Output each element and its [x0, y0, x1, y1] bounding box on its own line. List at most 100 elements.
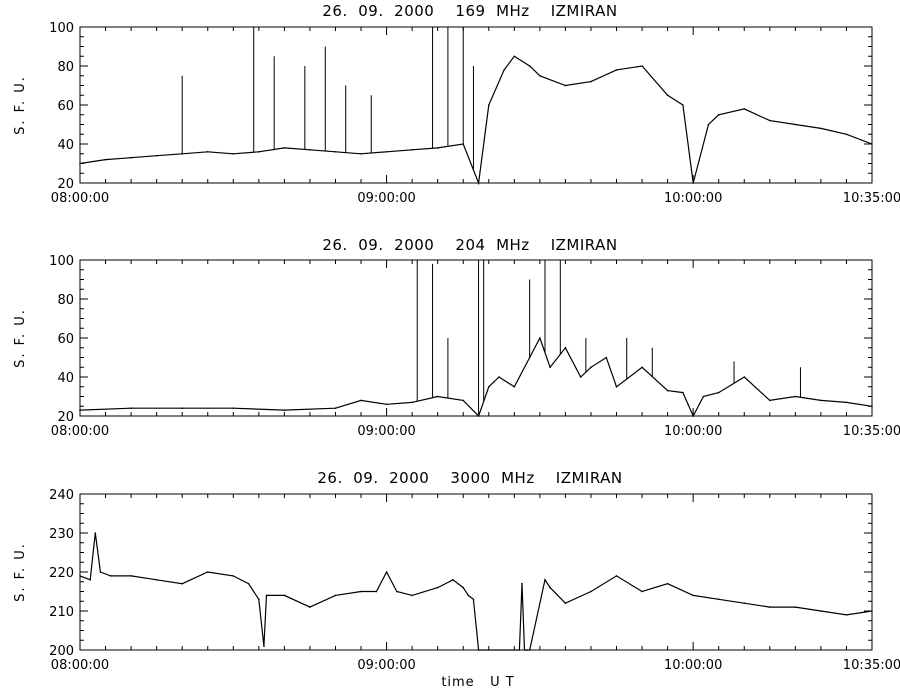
data-point: [641, 366, 643, 369]
data-point: [309, 606, 311, 608]
data-point: [265, 594, 268, 597]
data-point: [436, 147, 439, 149]
data-point: [845, 614, 848, 616]
data-point: [385, 151, 388, 153]
y-tick-label: 20: [57, 410, 74, 425]
x-tick-label: 10:00:00: [664, 191, 722, 206]
series-group: [79, 532, 873, 651]
data-point: [258, 598, 260, 601]
x-tick-label: 10:35:00: [843, 658, 900, 673]
data-point: [528, 65, 531, 67]
data-point: [615, 69, 618, 71]
y-tick-label: 80: [57, 293, 74, 308]
plot-frame: [79, 26, 873, 184]
y-tick-label: 210: [49, 605, 74, 620]
data-point: [615, 385, 618, 388]
data-point: [206, 151, 209, 153]
data-point: [109, 575, 112, 577]
data-point: [518, 649, 521, 651]
data-point: [769, 399, 771, 402]
data-point: [263, 645, 265, 647]
data-point: [360, 152, 362, 155]
x-tick-label: 10:35:00: [843, 191, 900, 206]
data-point: [743, 108, 746, 110]
data-point: [375, 590, 378, 593]
data-point: [385, 403, 388, 406]
data-point: [523, 649, 526, 651]
data-point: [692, 182, 694, 184]
y-tick-label: 40: [57, 138, 74, 153]
series-line: [79, 55, 873, 186]
data-point: [232, 152, 235, 155]
data-point: [452, 579, 454, 581]
data-point: [411, 401, 413, 404]
data-point: [544, 579, 546, 581]
data-point: [871, 610, 873, 612]
data-point: [130, 156, 132, 159]
data-point: [232, 407, 235, 410]
data-point: [666, 389, 669, 392]
data-point: [579, 376, 582, 378]
data-point: [360, 590, 362, 593]
x-tick-label: 10:00:00: [664, 658, 722, 673]
data-point: [155, 579, 158, 581]
x-ticks: 08:00:00 09:00:00 10:00:00 10:35:00: [51, 260, 900, 439]
panel-title: 26. 09. 2000 169 MHz IZMIRAN: [322, 2, 617, 20]
x-ticks: 08:00:00 09:00:00 10:00:00 10:35:00: [51, 27, 900, 206]
data-point: [360, 399, 362, 402]
y-tick-label: 60: [57, 332, 74, 347]
data-point: [549, 586, 551, 589]
y-tick-label: 60: [57, 99, 74, 114]
data-point: [769, 119, 771, 122]
data-point: [411, 149, 413, 151]
data-point: [539, 74, 541, 77]
data-point: [666, 94, 669, 97]
y-tick-label: 200: [49, 644, 74, 659]
data-point: [513, 385, 516, 388]
data-point: [521, 582, 523, 585]
data-point: [79, 162, 81, 165]
data-point: [283, 147, 286, 149]
data-point: [181, 407, 183, 410]
data-point: [436, 586, 439, 589]
panel-169-mhz: 26. 09. 2000 169 MHz IZMIRAN S. F. U. 20…: [13, 2, 900, 206]
data-point: [539, 337, 541, 339]
data-point: [682, 391, 684, 394]
data-point: [702, 395, 705, 398]
series-line: [79, 532, 873, 651]
data-point: [692, 594, 694, 597]
data-point: [334, 594, 337, 597]
data-point: [477, 182, 480, 184]
data-point: [615, 575, 618, 577]
data-point: [130, 575, 132, 577]
y-tick-label: 100: [49, 254, 74, 269]
panel-3000-mhz: 26. 09. 2000 3000 MHz IZMIRAN S. F. U. 2…: [13, 469, 900, 690]
y-tick-label: 20: [57, 177, 74, 192]
x-tick-label: 08:00:00: [51, 191, 109, 206]
data-point: [717, 113, 720, 116]
data-point: [820, 399, 822, 402]
data-point: [641, 590, 643, 593]
data-point: [769, 606, 771, 608]
data-point: [99, 571, 102, 573]
data-point: [181, 582, 183, 585]
data-point: [692, 415, 694, 417]
data-point: [707, 123, 710, 126]
y-tick-label: 230: [49, 527, 74, 542]
x-tick-label: 10:00:00: [664, 424, 722, 439]
data-point: [155, 154, 158, 157]
data-point: [605, 356, 608, 359]
data-point: [743, 376, 746, 378]
x-tick-label: 09:00:00: [357, 658, 415, 673]
data-point: [396, 590, 398, 593]
data-point: [845, 133, 848, 136]
data-point: [590, 80, 592, 83]
data-point: [794, 395, 797, 398]
x-ticks: 08:00:00 09:00:00 10:00:00 10:35:00: [51, 494, 900, 673]
data-point: [526, 649, 528, 651]
panel-title: 26. 09. 2000 204 MHz IZMIRAN: [322, 236, 617, 254]
data-point: [564, 346, 567, 349]
data-point: [528, 649, 531, 651]
data-point: [666, 582, 669, 585]
y-tick-label: 240: [49, 488, 74, 503]
